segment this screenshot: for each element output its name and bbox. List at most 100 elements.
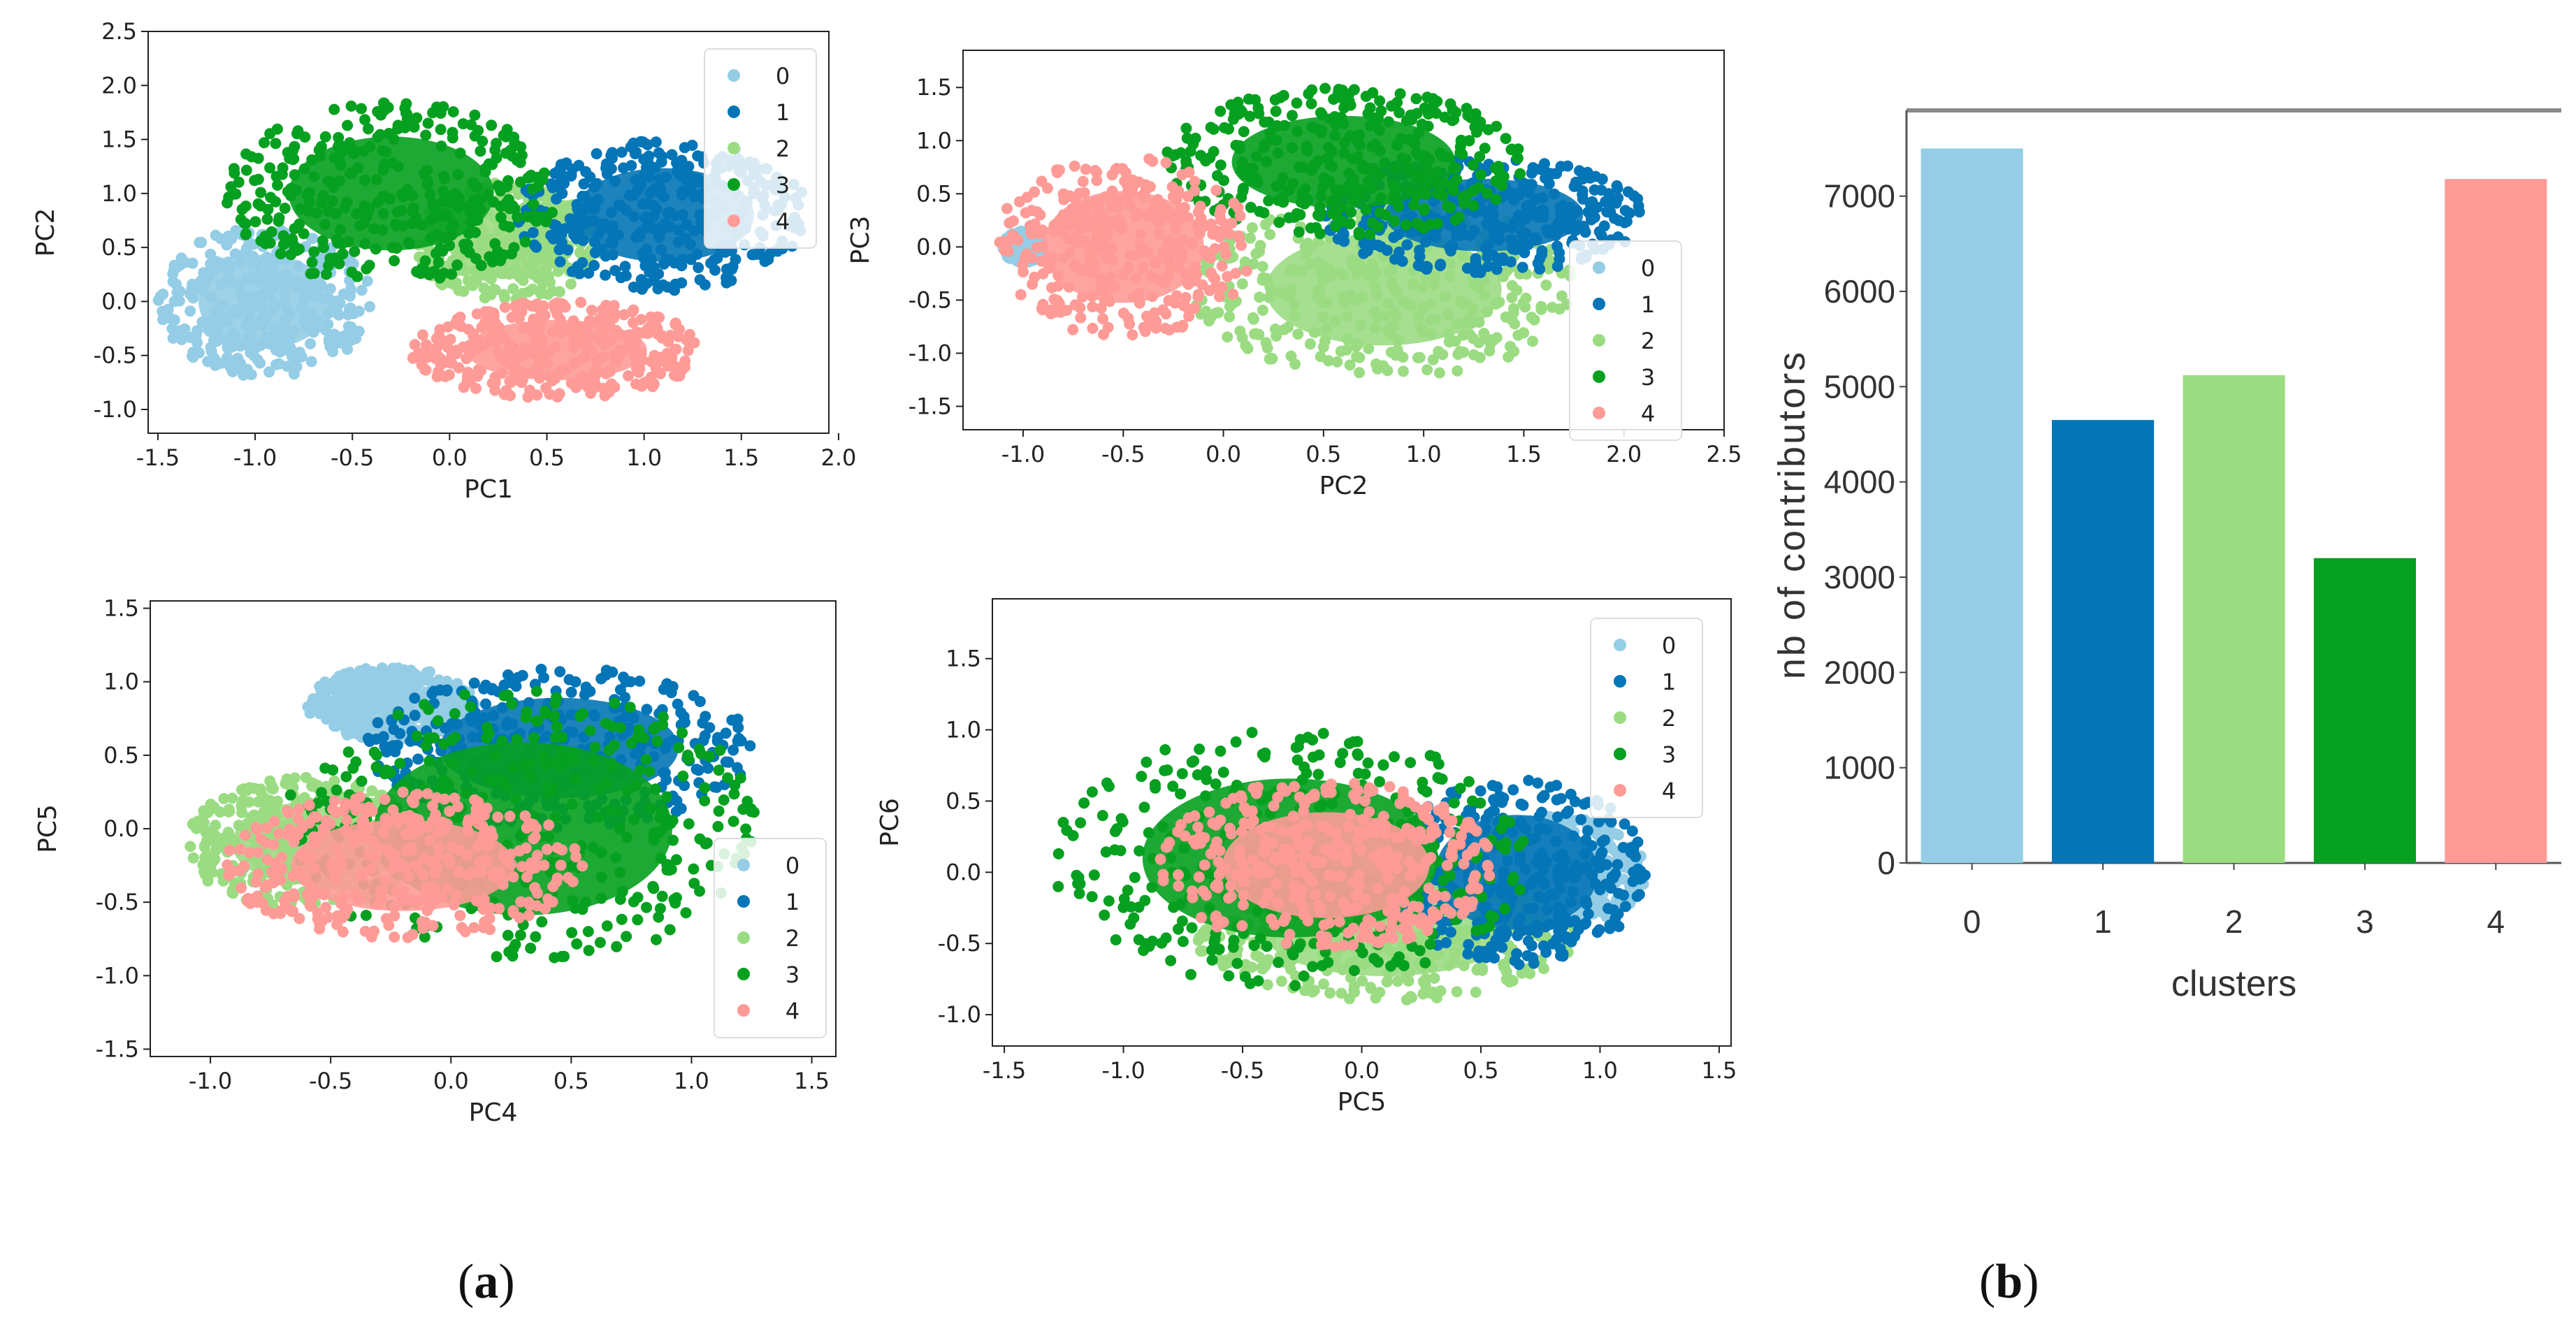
- point: [1291, 125, 1303, 137]
- point: [1301, 140, 1312, 152]
- point: [556, 210, 567, 222]
- point: [1468, 349, 1479, 361]
- point: [1454, 147, 1466, 159]
- point: [375, 129, 386, 140]
- point: [270, 138, 282, 150]
- point: [1366, 258, 1378, 270]
- point: [1385, 347, 1397, 358]
- point: [591, 354, 603, 366]
- point: [479, 306, 491, 317]
- point: [1366, 217, 1378, 228]
- point: [665, 221, 676, 233]
- point: [1095, 284, 1107, 296]
- point: [402, 703, 414, 715]
- point: [447, 106, 459, 117]
- point: [528, 300, 540, 312]
- point: [339, 202, 351, 214]
- point: [349, 145, 361, 157]
- point: [1418, 205, 1430, 216]
- point: [199, 278, 211, 290]
- point: [1339, 136, 1350, 148]
- point: [434, 324, 446, 335]
- point: [485, 289, 497, 300]
- point: [1075, 312, 1087, 324]
- point: [152, 294, 164, 306]
- point: [1286, 142, 1298, 154]
- point: [659, 767, 671, 778]
- point: [1183, 310, 1195, 322]
- point: [364, 674, 376, 686]
- point: [531, 271, 543, 283]
- point: [1390, 161, 1402, 173]
- point: [370, 243, 382, 255]
- point: [1279, 119, 1290, 131]
- point: [1097, 313, 1109, 325]
- point: [331, 720, 342, 732]
- point: [1445, 98, 1456, 110]
- point: [1429, 271, 1441, 283]
- point: [677, 770, 689, 782]
- point: [359, 174, 370, 186]
- point: [1447, 184, 1459, 196]
- point: [1500, 133, 1512, 145]
- point: [1338, 228, 1349, 240]
- point: [1201, 250, 1213, 262]
- point: [1527, 335, 1538, 347]
- point: [377, 224, 389, 236]
- point: [1077, 291, 1088, 303]
- point: [270, 270, 282, 282]
- point: [679, 716, 690, 728]
- point: [1550, 230, 1562, 241]
- point: [1273, 217, 1285, 228]
- point: [1124, 182, 1136, 194]
- point: [427, 107, 439, 119]
- point: [1124, 200, 1136, 212]
- point: [1204, 152, 1216, 164]
- point: [688, 863, 700, 875]
- point: [334, 224, 346, 235]
- point: [1289, 310, 1301, 321]
- point: [693, 743, 705, 755]
- point: [1440, 291, 1451, 303]
- point: [403, 238, 415, 249]
- point: [306, 256, 318, 268]
- point: [238, 295, 249, 307]
- point: [238, 217, 249, 228]
- point: [575, 296, 587, 308]
- point: [1584, 208, 1595, 219]
- point: [1324, 270, 1336, 282]
- point: [1595, 230, 1607, 242]
- point: [497, 702, 508, 713]
- point: [451, 313, 463, 325]
- point: [371, 683, 382, 695]
- point: [347, 705, 359, 717]
- point: [1556, 290, 1568, 302]
- x-tick-label: 2.0: [1606, 441, 1642, 467]
- point: [363, 203, 375, 215]
- point: [1205, 267, 1217, 279]
- legend-marker-1: [1593, 298, 1605, 310]
- point: [1147, 155, 1159, 167]
- point: [431, 228, 443, 240]
- point: [1353, 183, 1365, 195]
- point: [467, 279, 479, 291]
- point: [567, 727, 579, 739]
- point: [1077, 265, 1089, 277]
- point: [307, 326, 319, 338]
- point: [408, 121, 420, 133]
- point: [1529, 232, 1541, 244]
- point: [342, 236, 354, 248]
- point: [1263, 195, 1275, 207]
- point: [1431, 177, 1443, 189]
- point: [566, 266, 578, 277]
- point: [1153, 228, 1165, 240]
- point: [1004, 235, 1015, 247]
- point: [1446, 240, 1458, 252]
- point: [187, 257, 198, 269]
- point: [366, 785, 378, 797]
- point: [1091, 166, 1103, 178]
- point: [1282, 321, 1294, 333]
- point: [609, 175, 621, 187]
- point: [424, 189, 436, 201]
